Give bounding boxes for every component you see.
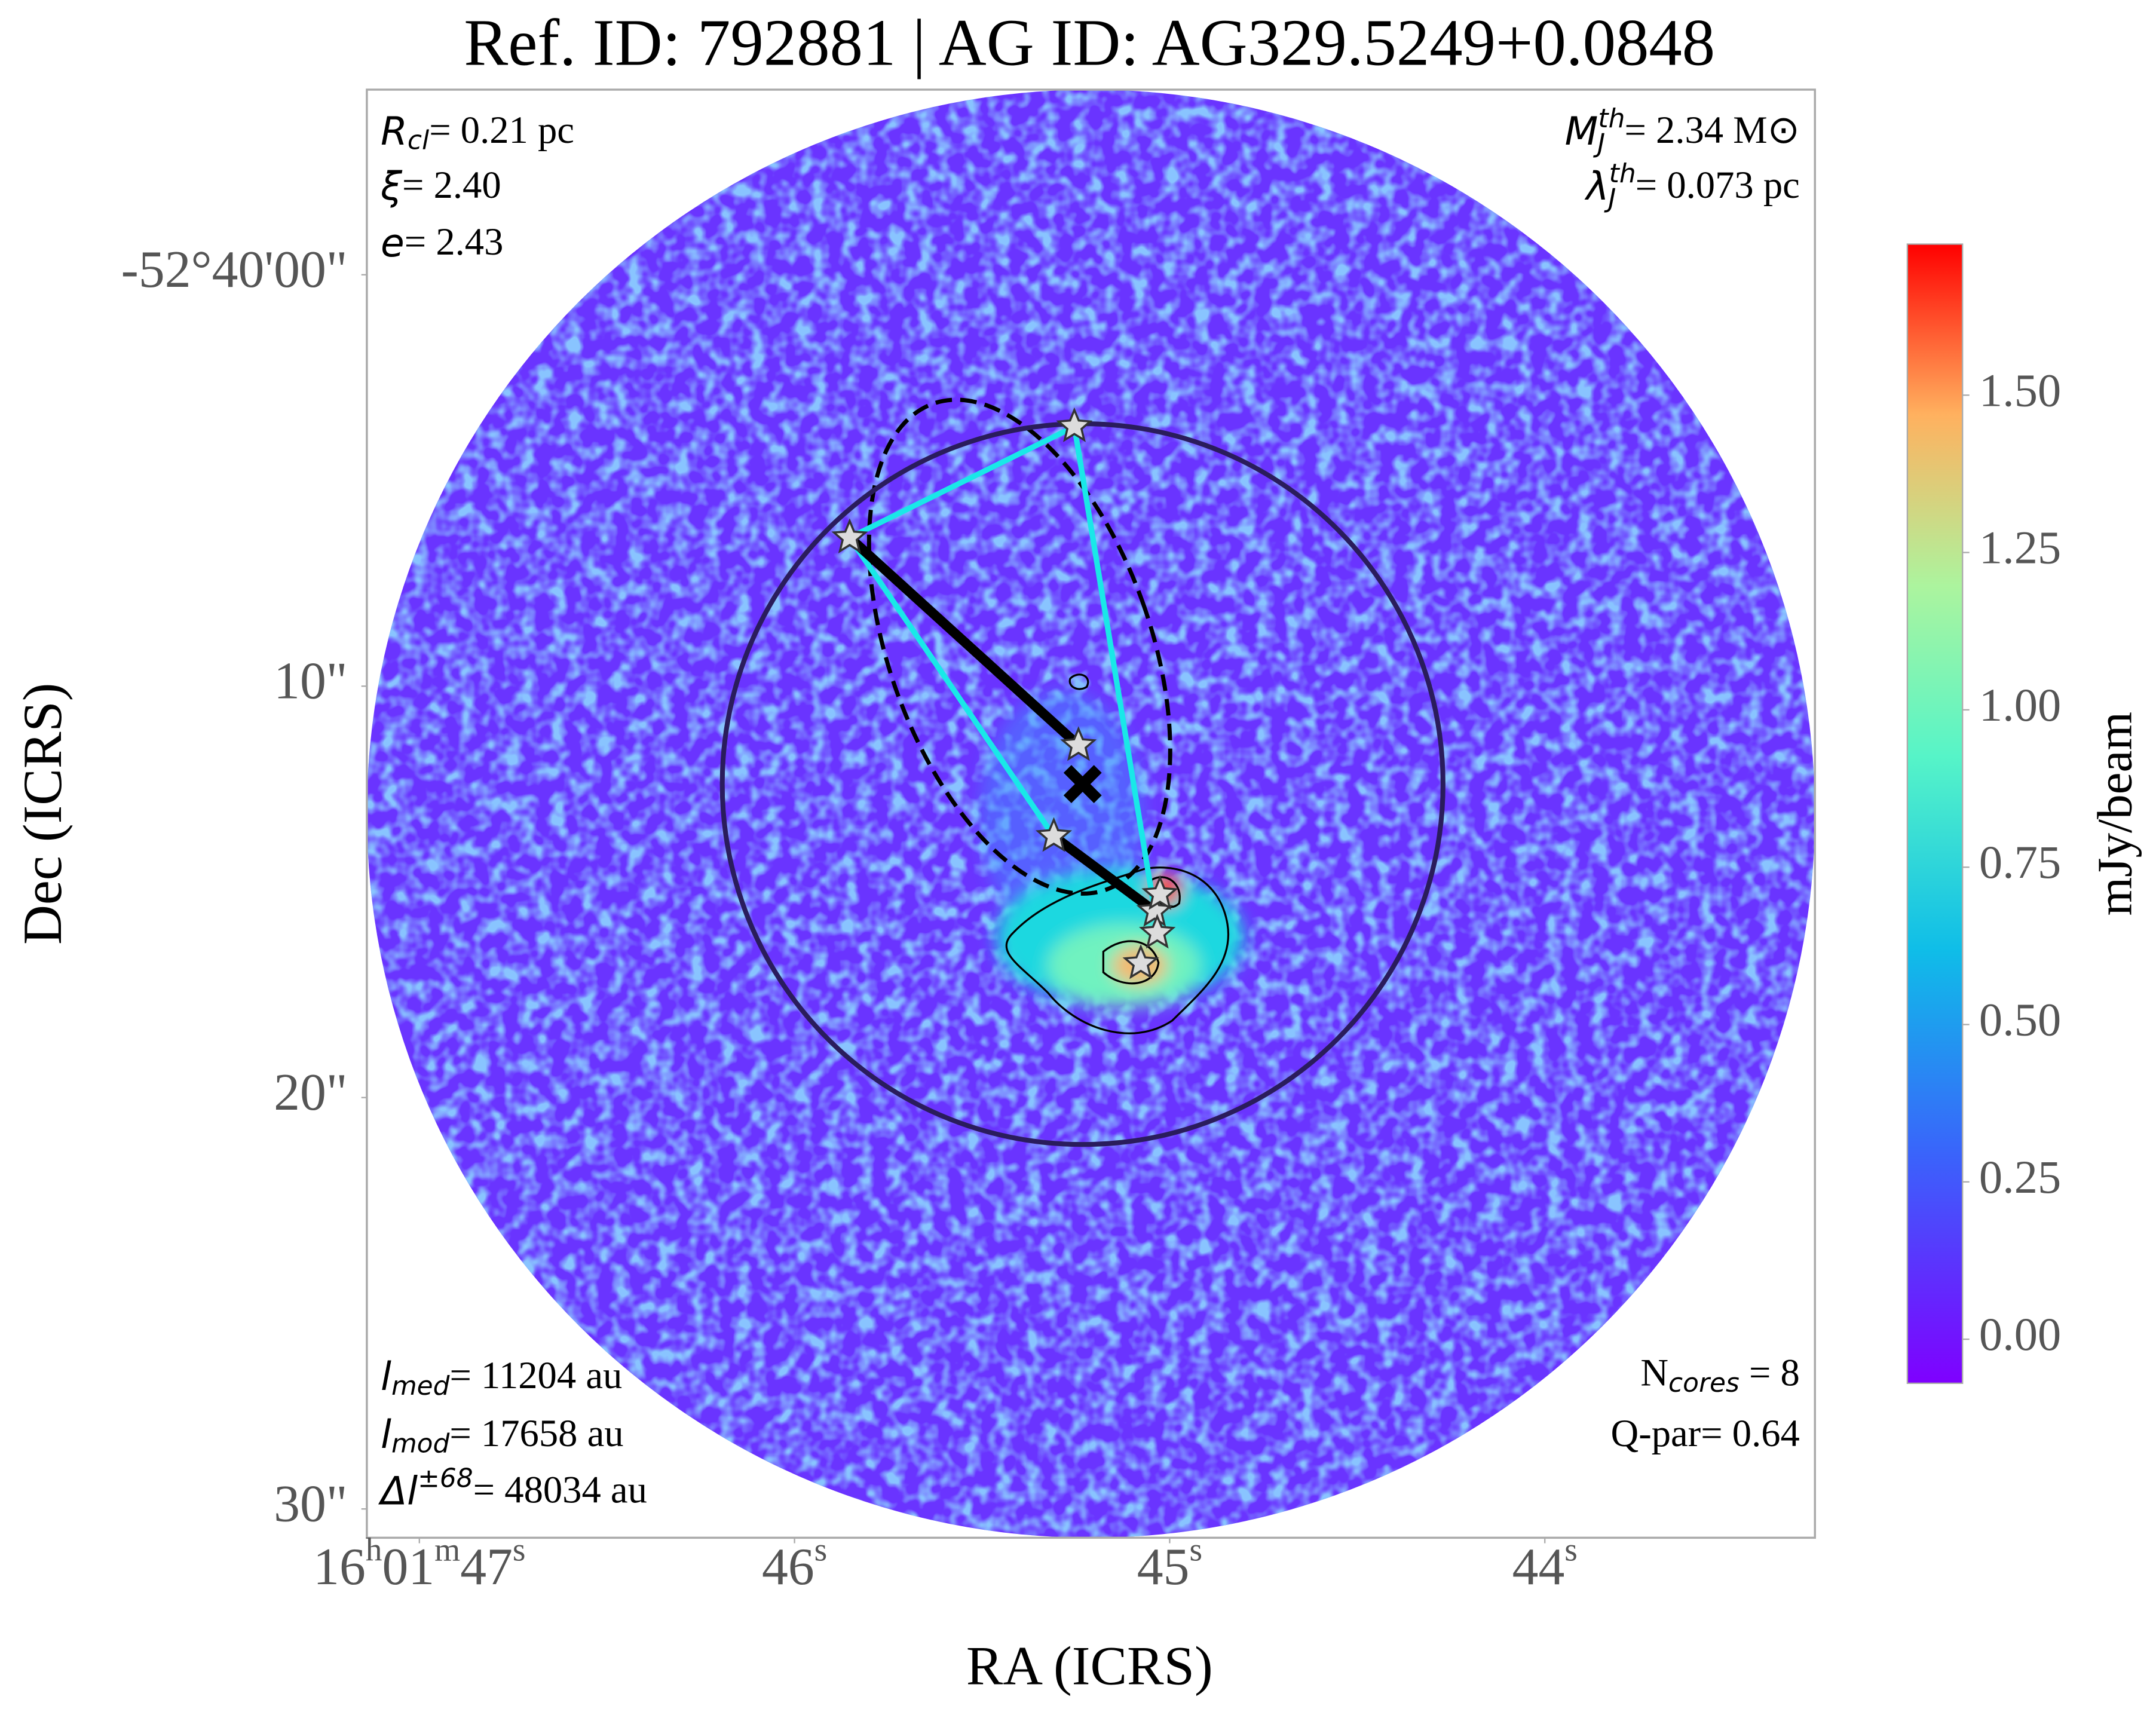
annotation: Δl±68= 48034 au — [378, 1463, 647, 1514]
y-tick-label: -52°40'00" — [121, 240, 348, 298]
image — [366, 90, 1815, 1538]
y-tick-label: 10" — [274, 651, 347, 709]
core — [1060, 726, 1097, 761]
colorbar-tick-label: 0.75 — [1979, 836, 2061, 888]
core — [1056, 407, 1093, 442]
elongation-ellipse — [866, 397, 1172, 896]
core — [1141, 875, 1178, 910]
core — [1139, 914, 1176, 949]
plot-frame — [366, 88, 1816, 1539]
colorbar-tick-label: 1.00 — [1979, 679, 2061, 731]
y-axis-label: Dec (ICRS) — [12, 683, 73, 945]
core — [1122, 944, 1159, 979]
colorbar — [1906, 243, 1964, 1385]
annotation: Mth J = 2.34 M⊙ — [1565, 103, 1800, 159]
annotation: Ncores = 8 — [1640, 1350, 1800, 1398]
annotation: Q-par= 0.64 — [1611, 1411, 1800, 1454]
annotation: Rcl= 0.21 pc — [381, 108, 574, 156]
annotation: e= 2.43 — [381, 220, 503, 266]
annotation: ξ= 2.40 — [380, 163, 501, 209]
colorbar-tick-label: 0.25 — [1979, 1151, 2061, 1203]
y-tick-label: 30" — [274, 1474, 347, 1532]
core — [1035, 817, 1073, 852]
max-edge — [846, 534, 1082, 749]
annotation: λth J = 0.073 pc — [1584, 158, 1799, 214]
x-tick-label: 44s — [1512, 1531, 1578, 1595]
x-tick-label: 46s — [762, 1531, 827, 1595]
annotation: lmod= 17658 au — [381, 1411, 624, 1459]
colorbar-label: mJy/beam — [2087, 712, 2142, 915]
x-tick-label: 16h01m47s — [313, 1531, 525, 1595]
colorbar-tick-label: 0.00 — [1979, 1308, 2061, 1360]
y-tick-label: 20" — [274, 1063, 347, 1121]
mst-edge — [1071, 426, 1157, 912]
colorbar-tick-label: 1.25 — [1979, 522, 2061, 574]
max-edge — [1051, 832, 1158, 915]
centroid — [1063, 765, 1102, 804]
colorbar-tick-label: 1.50 — [1979, 364, 2061, 416]
annotation: lmed= 11204 au — [381, 1353, 622, 1401]
x-axis-label: RA (ICRS) — [966, 1635, 1213, 1696]
core — [831, 518, 868, 553]
colorbar-tick-label: 0.50 — [1979, 994, 2061, 1046]
mst-edge — [848, 424, 1076, 540]
mst-edge — [847, 536, 1056, 838]
x-tick-label: 45s — [1137, 1531, 1202, 1595]
chart-title: Ref. ID: 792881 | AG ID: AG329.5249+0.08… — [464, 6, 1715, 79]
